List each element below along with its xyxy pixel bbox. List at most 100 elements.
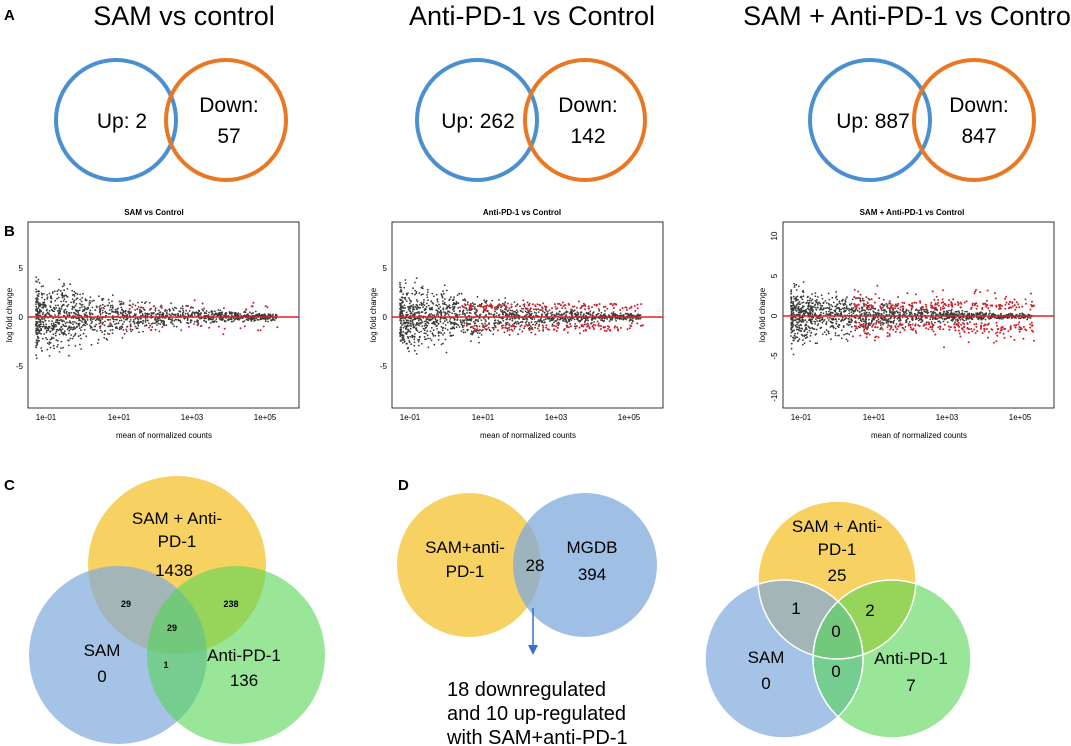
ma-point: [133, 321, 136, 323]
ma-point: [46, 338, 48, 341]
ma-point: [58, 333, 61, 336]
ma-point: [192, 311, 194, 313]
ma-point: [970, 312, 973, 315]
ma-point: [75, 303, 78, 305]
ma-point-significant: [492, 326, 495, 329]
ma-point: [423, 336, 426, 338]
ma-point-significant: [966, 323, 969, 325]
ma-point-significant: [1022, 325, 1025, 328]
ma-point: [148, 322, 150, 325]
ma-point: [1010, 317, 1013, 320]
ma-point: [180, 321, 182, 324]
ma-point: [792, 304, 795, 307]
ma-point-significant: [542, 302, 545, 305]
ma-point-significant: [523, 325, 526, 328]
ma-point-significant: [880, 326, 883, 329]
ma-point: [959, 319, 962, 321]
ma-point: [98, 319, 100, 321]
ma-point: [800, 321, 803, 323]
ma-point: [414, 289, 416, 292]
ma-point: [45, 337, 47, 339]
ma-point-significant: [630, 325, 633, 327]
ma-point: [848, 308, 850, 310]
ma-point-significant: [222, 307, 225, 310]
ma-point: [958, 313, 961, 315]
ma-point: [1027, 313, 1030, 316]
ma-point-significant: [527, 309, 530, 312]
ma-point-significant: [929, 326, 932, 329]
ma-point: [825, 307, 827, 310]
ma-point: [201, 308, 204, 311]
ma-point: [60, 347, 62, 349]
ma-point: [198, 309, 201, 312]
ma-point: [160, 313, 163, 316]
ma-point-significant: [521, 330, 524, 333]
ma-point: [943, 318, 946, 321]
ma-point: [399, 283, 401, 286]
ma-point: [868, 318, 870, 321]
ma-point-significant: [148, 326, 151, 329]
ma-point: [57, 296, 60, 299]
ma-point-significant: [593, 328, 595, 331]
ma-point: [821, 305, 824, 307]
ma-point: [804, 329, 806, 331]
ma-point-significant: [917, 324, 920, 327]
ma-point: [600, 319, 602, 321]
ma-point: [497, 306, 500, 309]
ma-point: [75, 322, 78, 325]
ma-point: [835, 322, 838, 325]
ma-point: [405, 300, 408, 302]
ma-point: [403, 286, 405, 289]
ma-point-significant: [1015, 306, 1018, 309]
ma-point: [103, 333, 106, 336]
ma-point: [555, 312, 558, 315]
ma-point: [549, 312, 552, 314]
ma-point: [827, 330, 830, 333]
ma-point-significant: [868, 304, 871, 307]
ma-point-significant: [957, 304, 960, 306]
ma-point-significant: [1007, 330, 1010, 333]
ma-point-significant: [597, 322, 600, 325]
ma-point: [222, 318, 224, 321]
ma-point-significant: [982, 302, 985, 305]
ma-point: [70, 301, 72, 304]
ma-point: [115, 311, 117, 314]
ma-point: [41, 321, 44, 323]
ma-point: [849, 321, 852, 324]
ma-point: [454, 302, 456, 305]
ma-point: [111, 307, 114, 309]
ma-point: [837, 306, 840, 309]
ma-point: [822, 312, 825, 315]
ma-point-significant: [896, 304, 899, 307]
ma-point-significant: [857, 303, 860, 306]
ma-point-significant: [520, 307, 523, 310]
ma-point-significant: [602, 326, 605, 328]
ma-point: [436, 299, 439, 301]
ma-point: [51, 292, 54, 294]
ma-point: [975, 312, 977, 315]
ma-point: [793, 286, 796, 288]
ma-point-significant: [998, 308, 1001, 310]
ma-point-significant: [499, 304, 502, 307]
ma-point-significant: [995, 304, 998, 307]
ma-point: [409, 331, 412, 333]
ma-point: [37, 298, 39, 301]
ma-point-significant: [935, 295, 938, 298]
ma-point: [903, 313, 906, 316]
ma-point: [120, 300, 123, 303]
ma-point: [436, 312, 439, 315]
ma-point-significant: [1018, 306, 1021, 309]
ma-point: [199, 313, 202, 316]
ma-point: [798, 321, 800, 323]
ma-point: [412, 287, 414, 290]
ma-point: [840, 337, 843, 340]
ma-point: [544, 308, 547, 311]
ma-point: [254, 319, 257, 322]
ma-point: [802, 295, 805, 298]
ma-point: [141, 313, 144, 315]
ma-point: [430, 300, 433, 302]
ma-point: [425, 306, 428, 308]
ma-point: [72, 335, 75, 338]
ma-point: [809, 297, 812, 300]
ma-point: [405, 325, 408, 328]
